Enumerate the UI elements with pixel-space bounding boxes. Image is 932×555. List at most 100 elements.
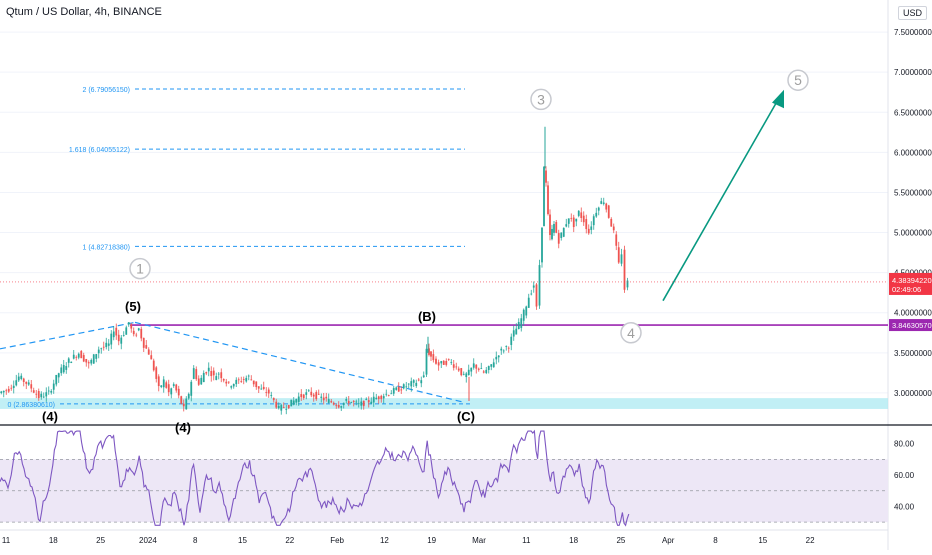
candle-body [122,335,125,336]
candle-body [275,401,278,408]
y-tick-label: 3.50000000 [894,349,932,358]
candle-body [385,393,388,395]
candle-body [335,405,338,407]
candle-body [490,364,493,367]
candle-body [472,363,475,368]
arrow-head [772,89,784,109]
candle-body [152,360,155,371]
candle-body [272,397,275,401]
candle-body [465,373,468,378]
candle-body [270,395,273,396]
candle-body [132,330,135,335]
candle-body [367,400,370,403]
candle-body [75,356,78,358]
candle-body [350,402,353,403]
candle-body [232,384,235,387]
chart-title: Qtum / US Dollar, 4h, BINANCE [6,6,162,18]
candle-body [365,398,368,400]
candle-body [551,228,553,240]
candle-body [222,379,225,381]
candle-body [375,397,378,400]
candle-body [80,350,83,359]
candle-body [437,362,440,366]
candle-body [557,233,560,244]
candle-body [415,382,418,386]
candle-body [422,375,425,378]
candle-body [355,401,358,403]
candle-body [420,380,423,384]
candle-body [87,362,90,364]
candle-body [535,284,538,307]
candle-body [555,222,558,233]
candle-body [549,214,551,236]
candle-body [177,388,180,396]
candle-body [240,381,243,382]
candle-body [305,392,308,395]
candle-body [280,405,283,411]
candle-body [25,381,28,384]
candle-body [267,389,270,394]
candle-body [332,402,335,405]
candle-body [592,216,595,226]
candle-body [100,348,103,350]
wave-circle [620,322,642,344]
candle-body [95,354,98,359]
candle-body [252,380,255,385]
wave-circle-label: 3 [537,91,545,107]
candle-body [157,376,160,387]
candle-body [587,228,590,234]
candle-body [570,217,573,219]
candle-body [210,371,213,377]
candle-body [297,396,300,402]
candle-body [310,391,313,396]
candle-body [172,384,175,386]
candle-body [192,368,195,379]
candle-body [432,354,435,361]
currency-button[interactable]: USD [898,6,928,20]
candle-body [42,396,45,398]
candle-body [102,346,105,348]
candle-body [610,218,613,227]
candle-body [85,358,88,363]
candle-body [392,388,395,394]
candle-body [32,390,35,393]
wave-label-4: (4) [42,409,58,424]
candle-body [502,350,505,352]
trendline-lower [134,321,466,404]
candle-body [362,400,365,407]
fib-level-label: 1.618 (6.04055122) [69,147,130,154]
candle-body [30,384,33,389]
candle-body [10,387,13,389]
candle-body [97,349,100,354]
candle-body [360,401,363,406]
x-tick-label: 12 [380,536,389,545]
candle-body [242,379,245,380]
candle-body [595,212,598,217]
candle-body [40,393,43,398]
candle-body [237,379,240,381]
candle-body [412,380,415,383]
candle-body [477,368,480,370]
candle-body [400,389,403,391]
wave-circle-label: 4 [627,325,635,341]
candle-body [495,356,498,360]
x-tick-label: 8 [193,536,198,545]
candle-body [445,360,448,365]
support-price-value: 3.84630570 [892,321,932,330]
candle-body [417,379,420,381]
candle-body [292,400,295,405]
rsi-tick-label: 80.00 [894,440,915,449]
candle-body [125,327,128,335]
candle-body [538,265,541,306]
x-tick-label: Feb [330,536,344,545]
candle-body [92,354,95,364]
candle-body [500,348,503,351]
candle-body [387,395,390,397]
candle-body [507,347,510,349]
trendline-upper [0,321,136,350]
candle-body [112,331,115,338]
candle-body [575,218,578,222]
candle-body [617,247,620,263]
